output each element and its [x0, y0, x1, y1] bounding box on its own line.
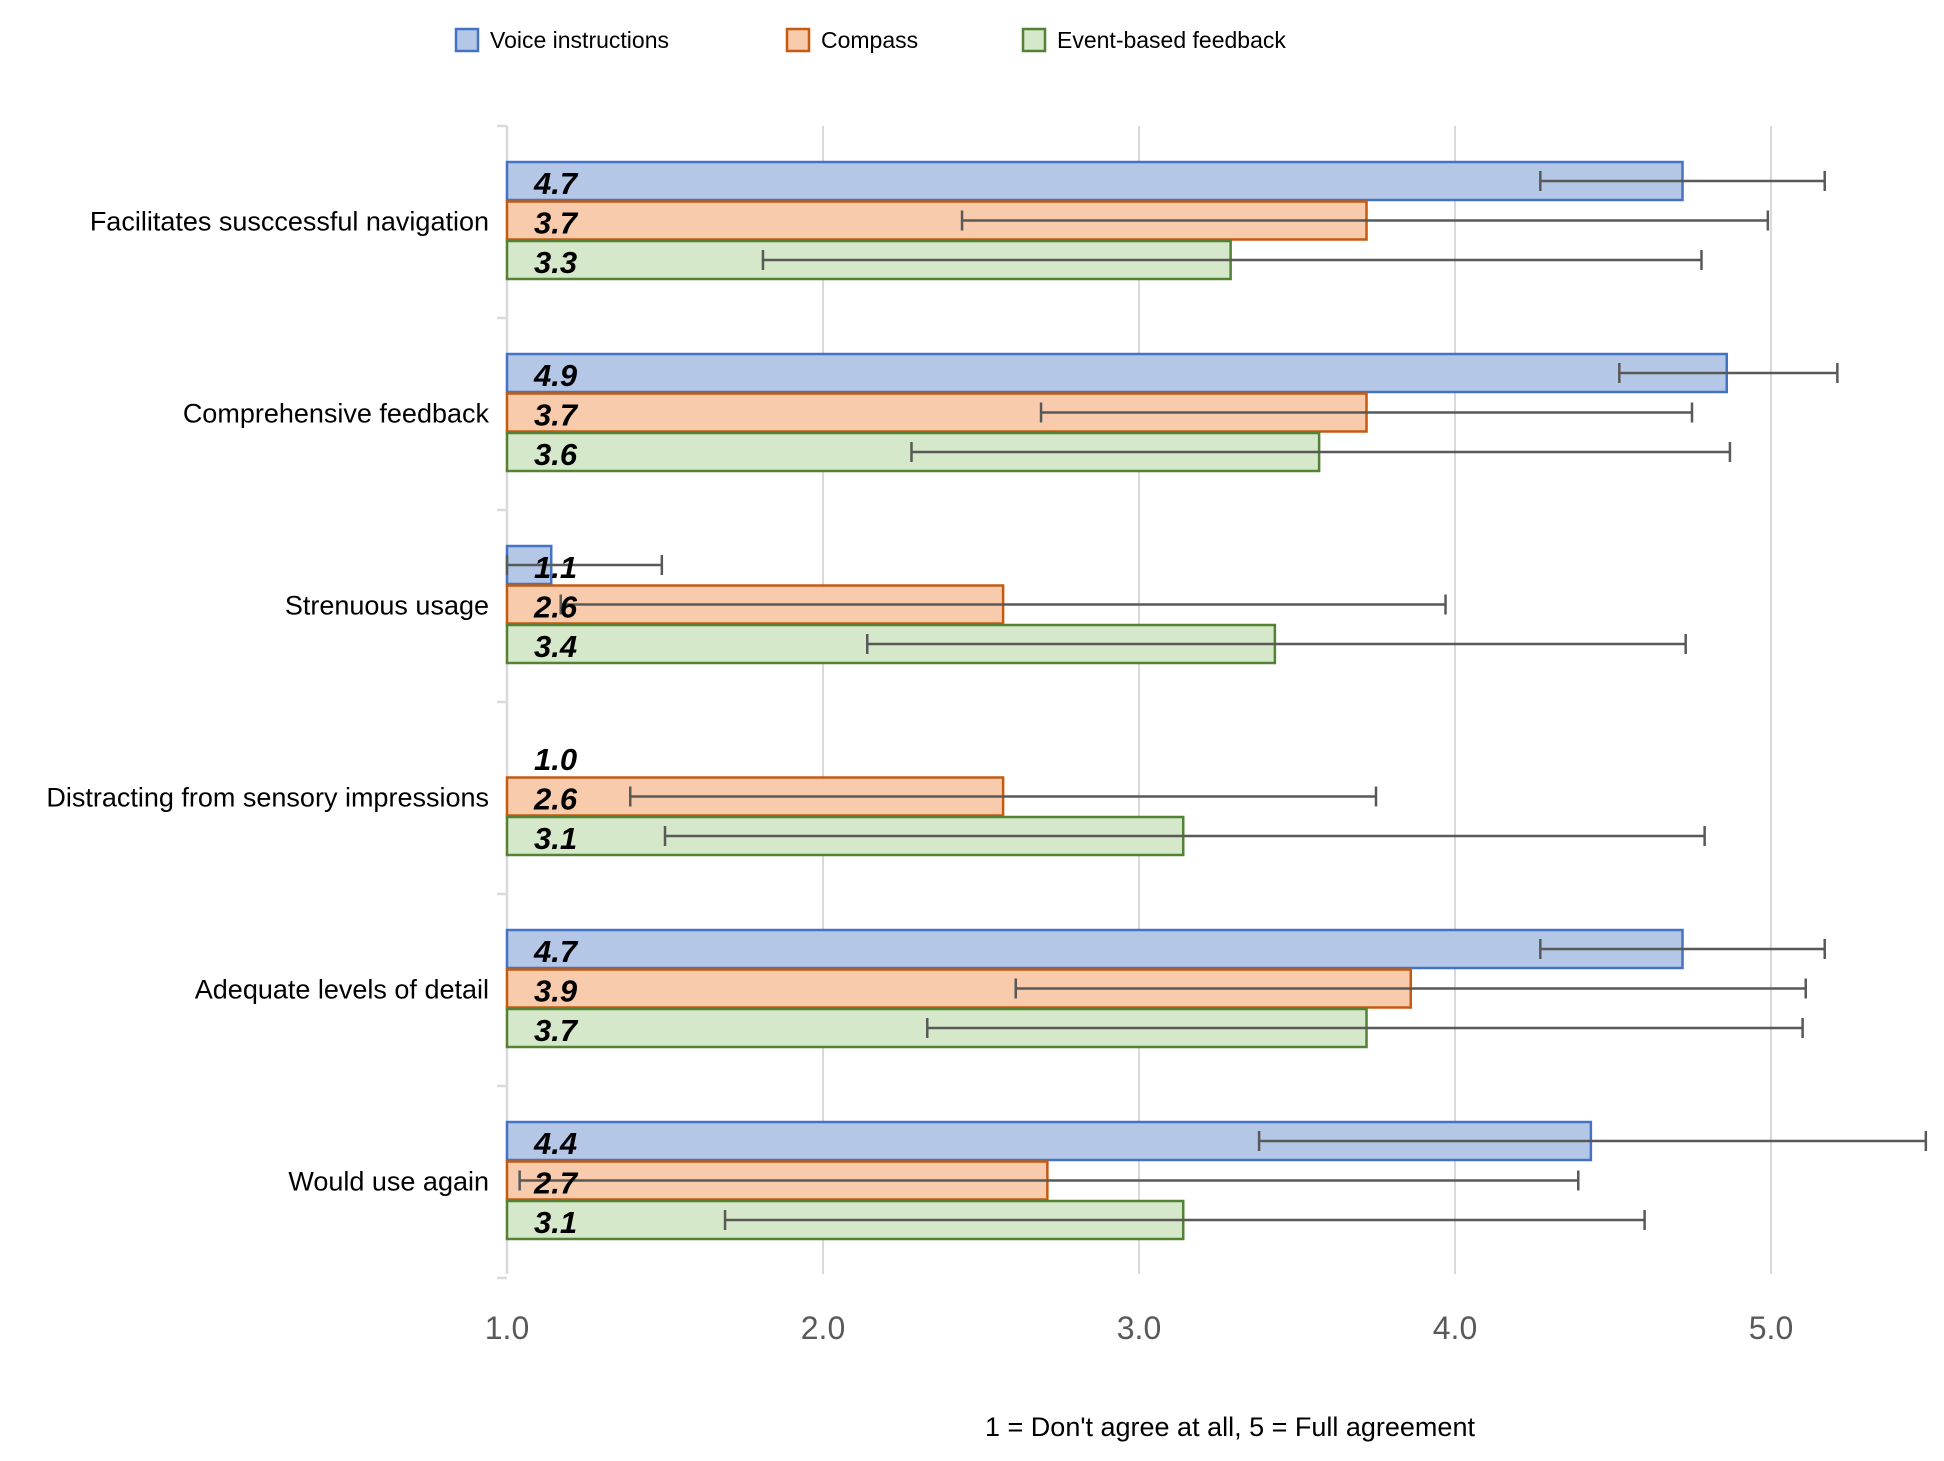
data-label: 2.7 [533, 1166, 579, 1201]
bar [505, 928, 1684, 970]
category-label: Facilitates susccessful navigation [90, 207, 489, 237]
x-tick-label: 3.0 [1117, 1310, 1161, 1346]
data-label: 3.7 [534, 1013, 579, 1048]
data-label: 3.9 [534, 974, 578, 1009]
data-label: 1.0 [534, 742, 577, 777]
x-axis-title: 1 = Don't agree at all, 5 = Full agreeme… [985, 1412, 1475, 1442]
category-label: Comprehensive feedback [183, 399, 490, 429]
data-label: 2.6 [533, 590, 578, 625]
legend-label: Voice instructions [490, 27, 669, 53]
data-label: 3.7 [534, 398, 579, 433]
data-label: 4.4 [533, 1126, 577, 1161]
bar [505, 352, 1729, 394]
bar [505, 968, 1413, 1009]
x-tick-label: 1.0 [485, 1310, 529, 1346]
data-label: 3.3 [534, 245, 577, 280]
data-label: 3.7 [534, 206, 579, 241]
data-label: 1.1 [534, 550, 577, 585]
category-label: Adequate levels of detail [195, 975, 489, 1005]
data-label: 4.7 [533, 166, 579, 201]
legend-label: Compass [821, 27, 918, 53]
data-label: 4.7 [533, 934, 579, 969]
legend-swatch [454, 27, 480, 53]
data-label: 3.4 [534, 629, 577, 664]
x-tick-label: 2.0 [801, 1310, 845, 1346]
data-label: 3.6 [534, 437, 578, 472]
data-label: 3.1 [534, 821, 577, 856]
legend-swatch [1021, 27, 1047, 53]
data-label: 3.1 [534, 1205, 577, 1240]
category-label: Strenuous usage [285, 591, 489, 621]
bar [505, 160, 1684, 202]
legend-label: Event-based feedback [1057, 27, 1286, 53]
x-tick-label: 5.0 [1749, 1310, 1793, 1346]
data-label: 2.6 [533, 782, 578, 817]
category-label: Would use again [288, 1167, 489, 1197]
data-label: 4.9 [533, 358, 578, 393]
category-label: Distracting from sensory impressions [46, 783, 489, 813]
x-tick-label: 4.0 [1433, 1310, 1477, 1346]
legend-swatch [785, 27, 811, 53]
